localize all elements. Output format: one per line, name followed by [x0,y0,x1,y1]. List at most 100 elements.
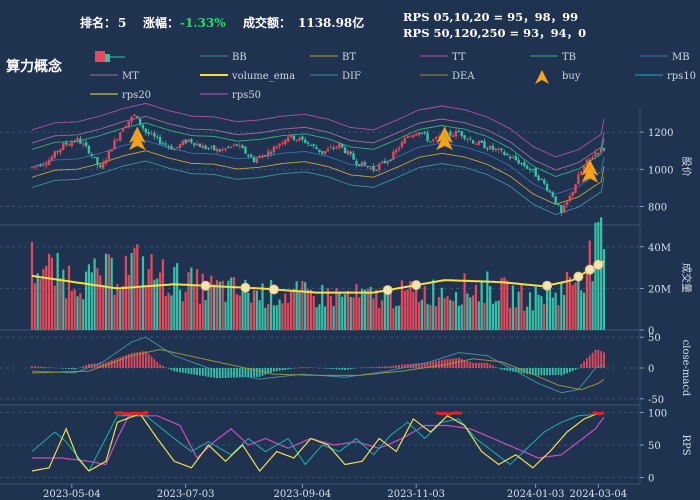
candle [488,145,492,151]
macd-histogram-bar [213,368,216,378]
macd-histogram-bar [329,368,332,369]
candle [397,145,401,152]
candle [93,156,96,159]
macd-histogram-bar [469,361,472,368]
candle [150,130,153,136]
volume-bar [287,303,290,330]
candle [360,161,364,167]
volume-bar [489,286,492,330]
volume-bar [102,286,105,330]
volume-bar [76,296,79,330]
volume-bar [480,280,483,330]
candle [568,192,572,203]
macd-histogram-bar [139,351,142,368]
volume-bar [59,277,62,330]
candle [99,163,102,169]
volume-bar [534,286,537,330]
macd-histogram-bar [392,365,395,368]
candle [474,141,478,145]
candle [537,174,540,182]
candle [574,183,577,194]
volume-bar [309,289,312,330]
candle [389,158,392,162]
volume-bar [144,286,147,330]
concept-title: 算力概念 [6,58,63,75]
legend-label: DIF [342,71,361,82]
candle [153,130,156,140]
candle [255,156,259,164]
candle [264,154,267,158]
volume-bar [352,297,355,330]
volume-bar [304,282,307,330]
macd-histogram-bar [136,352,139,368]
candle [386,160,389,167]
price-band-bb [31,160,605,216]
candle [423,130,426,136]
candle [215,146,219,155]
candle [355,158,358,168]
candle [560,204,563,216]
candle [406,134,409,139]
rps-strong-segment [435,411,462,416]
volume-bar [508,307,512,330]
macd-histogram-bar [472,362,474,368]
macd-histogram-bar [33,366,36,368]
volume-bar [99,275,102,330]
candle [562,202,566,214]
volume-bar [298,290,301,330]
price-band-bt [31,150,605,205]
volume-bar [244,279,247,330]
volume-bar [520,284,523,330]
legend-label: BB [232,52,247,63]
volume-bar [47,253,51,330]
candle [249,153,253,158]
volume-bar [443,298,446,330]
candle [269,149,273,157]
candle [520,162,523,167]
candle [42,162,45,168]
candle [252,155,256,163]
volume-panel: 0 20M 40M 成交量 [0,217,693,337]
candle [104,157,108,167]
candle [298,136,301,142]
candle [369,165,372,171]
volume-bar [139,287,142,330]
candle [392,149,395,161]
macd-histogram-bar [332,368,335,370]
x-tick-label: 2023-07-03 [157,489,215,500]
volume-ema-marker [268,284,279,295]
candle [113,137,116,150]
macd-histogram-bar [534,368,537,376]
macd-histogram-bar [566,368,568,374]
volume-bar [483,302,486,330]
macd-histogram-bar [557,368,560,375]
candle [156,134,159,140]
volume-bar [338,291,341,330]
candle [161,140,165,147]
volume-bar [170,295,173,330]
volume-ema-line [31,260,605,294]
volume-bar [201,273,204,330]
macd-histogram-bar [492,365,494,368]
candle [323,151,327,157]
legend-item-DEA: DEA [420,71,475,82]
volume-bar [417,302,421,330]
macd-histogram-bar [546,368,548,376]
macd-histogram-bar [207,368,210,377]
volume-ema-marker [573,271,584,282]
volume-bar [161,259,165,330]
macd-histogram-bar [164,367,167,368]
candle [503,149,506,157]
macd-histogram-bar [264,368,267,375]
candle [380,160,384,164]
macd-histogram-bar [403,364,406,368]
macd-histogram-bar [580,364,583,368]
macd-histogram-bar [378,366,381,368]
price-tick-label: 1000 [648,165,673,176]
macd-histogram-bar [159,364,161,368]
volume-bar [341,296,344,330]
macd-histogram-bar [272,368,275,372]
legend-item-volume-ema: volume_ema [200,71,295,82]
macd-histogram-bar [341,368,344,370]
volume-ema-marker [411,280,422,291]
